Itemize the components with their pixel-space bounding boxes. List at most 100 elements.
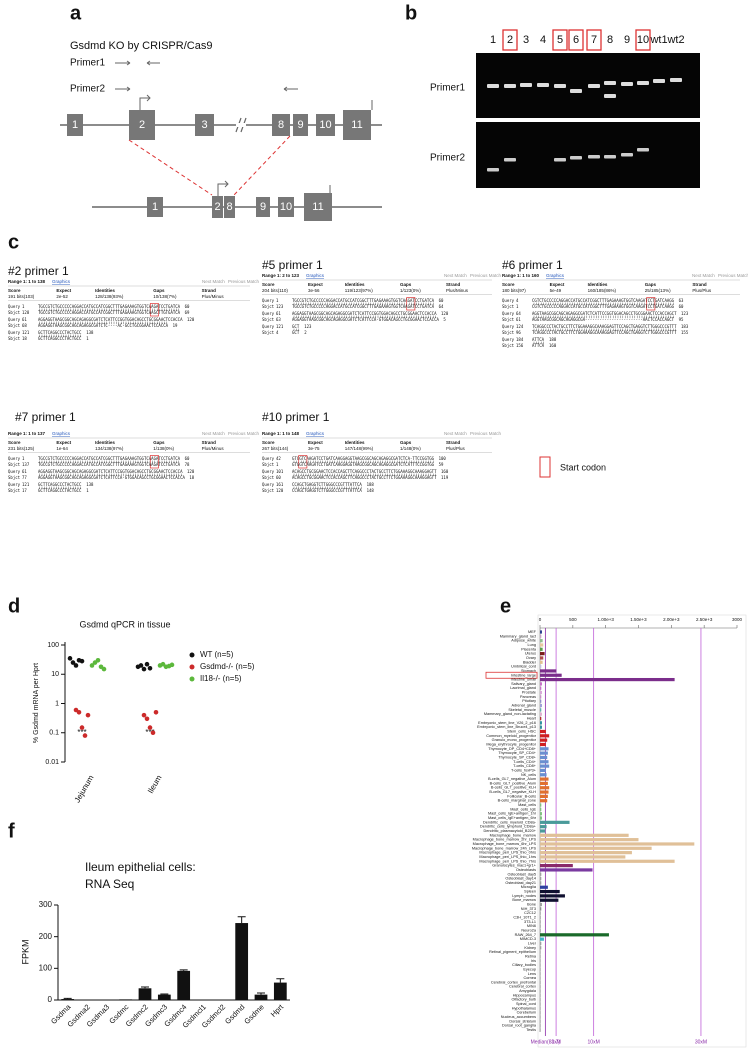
seq-start: 96	[516, 330, 521, 335]
blast-header: Strand	[446, 440, 461, 445]
gel-band	[554, 84, 566, 88]
match-bar	[292, 315, 436, 319]
bar	[540, 812, 542, 816]
bar	[540, 833, 629, 837]
category-label: Macrophage_bone_marrow_24h_LPS	[472, 846, 537, 850]
point	[169, 662, 175, 668]
category-label: T-cells_foxP3+	[511, 768, 537, 772]
category-label: Osteoblast_day5	[508, 872, 537, 876]
blast-header: Expect	[308, 282, 323, 287]
y-tick-label: 1	[55, 700, 59, 707]
bar	[540, 894, 565, 898]
bar	[540, 1006, 541, 1010]
bar	[540, 673, 562, 677]
bar	[540, 851, 632, 855]
category-label: Embryonic_stem_line_Bruce4_p13	[477, 725, 536, 729]
bar	[540, 682, 542, 686]
blast-link[interactable]: Graphics	[546, 273, 565, 278]
category-label: Bone_marrow	[512, 898, 536, 902]
bar	[540, 777, 549, 781]
category-label: Osteoblasts	[516, 868, 536, 872]
category-label: Cerebral_cortex_prefrontal	[491, 980, 536, 984]
blast-header: Strand	[692, 282, 707, 287]
seq-label: Sbjct	[262, 462, 275, 467]
blast-stat: 1/123(0%)	[400, 288, 421, 293]
chart-subtitle: RNA Seq	[85, 877, 134, 891]
blast-stat: 25/185(13%)	[645, 288, 671, 293]
bar	[540, 1024, 541, 1028]
exon	[304, 193, 332, 221]
bar	[540, 639, 543, 643]
x-tick-label: Gsdmd	[223, 1002, 246, 1025]
seq-start: 1	[516, 304, 519, 309]
seq-start: 121	[22, 482, 30, 487]
category-label: Mast_cells_IgE+antigen_1hr	[488, 812, 537, 816]
category-label: B-cells_GL7_positive_KLH	[491, 786, 536, 790]
seq-start: 61	[516, 317, 521, 322]
bar	[540, 643, 544, 647]
seq: TGCCGTCTGCCCCCAGGACCATGCCATCGGCTTTGAGAAA…	[38, 456, 181, 461]
seq-start: 17	[22, 488, 27, 493]
gel-band	[588, 84, 600, 88]
seq-end: 183	[681, 324, 689, 329]
gel-band	[604, 81, 616, 85]
x-tick-label: 1.00e+3	[597, 617, 614, 622]
bar	[540, 872, 542, 876]
category-label: Hypothalamus	[512, 1006, 536, 1010]
bar	[540, 985, 541, 989]
bar	[540, 946, 542, 950]
blast-range: Range 1: 2 to 123	[262, 273, 300, 278]
seq-start: 18	[22, 336, 27, 341]
lane-label: 2	[507, 34, 513, 46]
blast-nav: Previous Match	[228, 279, 260, 284]
bar	[540, 915, 541, 920]
seq: AGGTAAGCGGCAGCAGAGGCGATCTCATTCCGGTGGACAG…	[532, 311, 677, 316]
bar	[540, 630, 542, 634]
blast-nav: Previous Match	[718, 273, 748, 278]
blast-link[interactable]: Graphics	[306, 431, 325, 436]
blast-stat: 3e-75	[308, 446, 320, 451]
seq-label: Sbjct	[502, 330, 515, 335]
gel-band	[588, 155, 600, 159]
lane-box	[635, 29, 651, 51]
blast-stat: 128/138(93%)	[95, 294, 124, 299]
exon	[147, 197, 163, 217]
seq: TGCCGTCTGCCCCCAGGACCATGCCATCGGCTTTGAGAAA…	[38, 304, 181, 309]
seq: TGCCGTCTGCCCCCAGGACCATGCCATCGGCTTTGAGAAA…	[292, 298, 435, 303]
blast-nav: Previous Match	[470, 273, 502, 278]
blast-stat: Plus/Plus	[446, 446, 466, 451]
bar	[540, 634, 542, 638]
seq-start: 77	[22, 475, 27, 480]
seq-end: 155	[681, 330, 689, 335]
blast-link[interactable]: Graphics	[52, 431, 71, 436]
seq: GCT	[292, 324, 300, 329]
category-label: Granulo_mono_progenitor	[492, 738, 537, 742]
blast-link[interactable]: Graphics	[52, 279, 71, 284]
blast-link[interactable]: Graphics	[306, 273, 325, 278]
seq-start: 42	[276, 456, 281, 461]
blast-header: Identities	[345, 440, 365, 445]
category-label: Mammary_gland_lact	[500, 634, 537, 638]
seq: CGTCTGCCCCCAGGACCATGCCATCGGCTTTGAGAAAGTG…	[532, 298, 675, 303]
category-label: Liver	[528, 941, 537, 945]
bar	[119, 999, 133, 1000]
seq-start: 184	[516, 337, 524, 342]
ref-label: 10xM	[588, 1039, 600, 1045]
bar	[540, 864, 573, 868]
category-label: Microglia	[521, 885, 537, 889]
blast-stat: 180 bits(97)	[502, 288, 526, 293]
bar	[540, 980, 541, 985]
bar	[540, 937, 544, 941]
x-tick-label: 500	[569, 617, 577, 622]
seq-start: 61	[276, 311, 281, 316]
blast-header: Gaps	[153, 288, 165, 293]
lane-box	[568, 29, 584, 51]
category-label: Macrophage_bone_marrow_2hr_LPS	[473, 838, 537, 842]
seq-end: 60	[185, 304, 190, 309]
category-label: NK_cells	[521, 773, 536, 777]
y-axis-label: % Gsdmd mRNA per Hprt	[33, 663, 40, 743]
exon-label: 11	[351, 119, 362, 131]
primer-arrowhead	[146, 60, 151, 66]
bar	[540, 855, 626, 859]
